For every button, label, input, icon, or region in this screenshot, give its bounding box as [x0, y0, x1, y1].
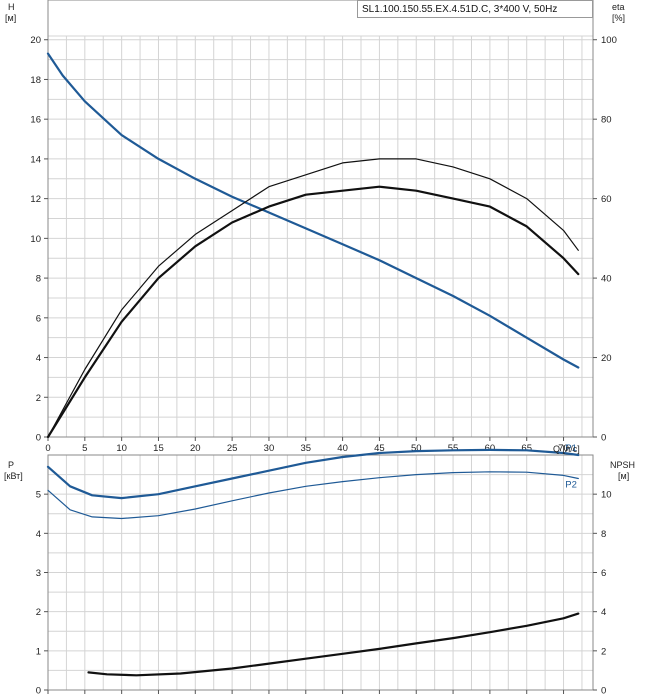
head-x-tick-label: 20 — [190, 443, 201, 454]
head-left-tick-label: 4 — [36, 353, 41, 364]
head-left-tick-label: 8 — [36, 274, 41, 285]
head-right-tick-label: 100 — [601, 35, 617, 46]
head-left-tick-label: 20 — [30, 35, 41, 46]
power-left-tick-label: 4 — [36, 529, 41, 540]
power-left-tick-label: 3 — [36, 568, 41, 579]
power-right-tick-label: 10 — [601, 490, 612, 501]
power-left-tick-label: 2 — [36, 607, 41, 618]
head-x-tick-label: 45 — [374, 443, 385, 454]
head-right-tick-label: 0 — [601, 433, 606, 444]
head-x-tick-label: 10 — [116, 443, 127, 454]
head-right-tick-label: 20 — [601, 353, 612, 364]
head-x-tick-label: 40 — [337, 443, 348, 454]
eta-outer-curve — [47, 158, 579, 438]
power-axis-label: P — [8, 460, 15, 470]
eta-axis-unit: [%] — [612, 13, 626, 23]
power-right-tick-label: 6 — [601, 568, 606, 579]
npsh-curve — [87, 612, 580, 677]
head-left-tick-label: 18 — [30, 75, 41, 86]
power-right-tick-label: 2 — [601, 646, 606, 657]
flow-axis-label: Q [л/с] — [553, 444, 580, 454]
p1-series-label: P1 — [565, 443, 577, 454]
p2-curve — [47, 471, 579, 520]
head-x-tick-label: 15 — [153, 443, 164, 454]
head-x-tick-label: 50 — [411, 443, 422, 454]
head-x-tick-label: 70 — [558, 443, 569, 454]
power-left-tick-label: 5 — [36, 490, 41, 501]
power-axis-unit: [кВт] — [4, 471, 23, 481]
head-left-tick-label: 10 — [30, 234, 41, 245]
p2-series-label: P2 — [565, 480, 577, 491]
p1-curve — [46, 448, 580, 500]
power-left-tick-label: 1 — [36, 646, 41, 657]
npsh-axis-unit: [м] — [618, 471, 630, 481]
head-left-tick-label: 2 — [36, 393, 41, 404]
head-right-tick-label: 60 — [601, 194, 612, 205]
head-x-tick-label: 0 — [45, 443, 50, 454]
head-x-tick-label: 65 — [521, 443, 532, 454]
head-x-tick-label: 30 — [264, 443, 275, 454]
head-left-tick-label: 12 — [30, 194, 41, 205]
npsh-axis-label: NPSH — [610, 460, 636, 470]
head-axis-label: H — [8, 2, 15, 12]
eta-axis-label: eta — [612, 2, 625, 12]
head-x-tick-label: 55 — [448, 443, 459, 454]
head-x-tick-label: 5 — [82, 443, 87, 454]
head-left-tick-label: 14 — [30, 154, 41, 165]
power-right-tick-label: 0 — [601, 686, 606, 697]
power-left-tick-label: 0 — [36, 686, 41, 697]
head-left-tick-label: 6 — [36, 313, 41, 324]
power-right-tick-label: 4 — [601, 607, 606, 618]
head-axis-unit: [м] — [5, 13, 17, 23]
head-plot-frame — [47, 0, 594, 438]
chart-title: SL1.100.150.55.EX.4.51D.C, 3*400 V, 50Hz — [357, 0, 593, 18]
power-right-tick-label: 8 — [601, 529, 606, 540]
h-curve — [46, 52, 580, 369]
eta-inner-curve — [46, 185, 580, 439]
head-left-tick-label: 16 — [30, 115, 41, 126]
head-x-tick-label: 60 — [485, 443, 496, 454]
head-x-tick-label: 25 — [227, 443, 238, 454]
head-right-tick-label: 80 — [601, 115, 612, 126]
head-left-tick-label: 0 — [36, 433, 41, 444]
head-x-tick-label: 35 — [300, 443, 311, 454]
head-right-tick-label: 40 — [601, 274, 612, 285]
